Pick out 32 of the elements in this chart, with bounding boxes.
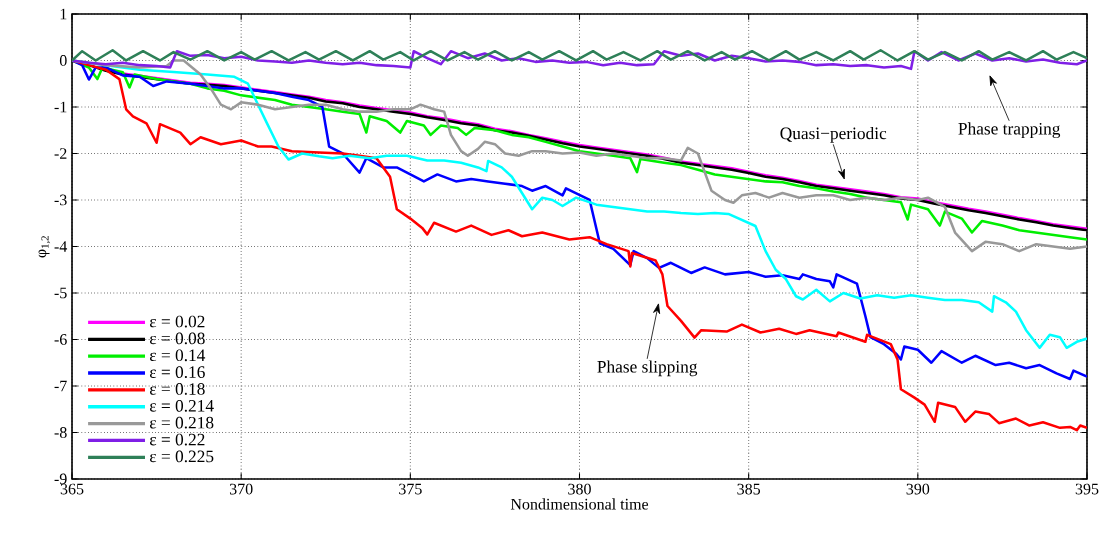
legend-label: ε = 0.214	[150, 399, 214, 412]
y-tick-label: -6	[54, 334, 67, 345]
x-tick-label: 390	[906, 483, 930, 495]
legend-label: ε = 0.02	[150, 315, 205, 328]
x-tick-label: 395	[1075, 483, 1099, 495]
y-tick-label: -8	[54, 427, 67, 438]
y-tick-label: -9	[54, 473, 67, 485]
x-tick-label: 375	[399, 483, 422, 495]
legend-label: ε = 0.16	[150, 366, 205, 379]
x-tick-label: 370	[229, 483, 253, 495]
legend-label: ε = 0.225	[150, 450, 214, 463]
legend-label: ε = 0.18	[150, 383, 205, 395]
x-tick-label: 365	[60, 483, 84, 495]
y-tick-label: -2	[54, 148, 67, 159]
y-tick-label: -4	[54, 241, 68, 252]
annotation: Quasi−periodic	[780, 127, 887, 143]
legend-label: ε = 0.08	[150, 332, 205, 345]
x-tick-label: 385	[737, 483, 761, 495]
x-tick-label: 380	[568, 483, 591, 495]
x-axis-title: Nondimensional time	[510, 498, 649, 510]
annotation: Phase trapping	[958, 122, 1061, 139]
y-tick-label: -3	[54, 194, 67, 206]
y-axis-title: φ$_{1,2}$	[38, 236, 51, 258]
legend-label: ε = 0.218	[150, 416, 214, 429]
y-tick-label: 1	[60, 8, 67, 20]
legend-label: ε = 0.22	[150, 433, 205, 446]
legend-label: ε = 0.14	[150, 349, 206, 362]
y-tick-label: -1	[54, 101, 67, 113]
y-tick-label: -7	[54, 380, 67, 392]
annotation: Phase slipping	[597, 360, 698, 377]
y-tick-label: -5	[54, 287, 67, 299]
y-tick-label: 0	[59, 55, 67, 66]
